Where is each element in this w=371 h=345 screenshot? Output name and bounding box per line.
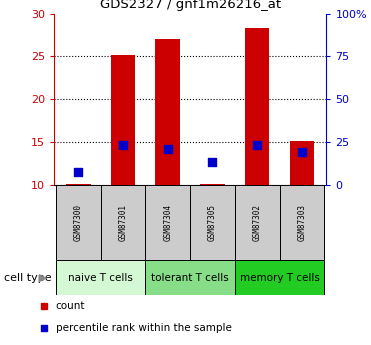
Text: GSM87305: GSM87305: [208, 204, 217, 241]
Bar: [101, 185, 145, 260]
Text: ▶: ▶: [39, 273, 47, 283]
Text: GSM87301: GSM87301: [119, 204, 128, 241]
Text: GSM87302: GSM87302: [253, 204, 262, 241]
Point: [299, 149, 305, 155]
Bar: [56, 260, 145, 295]
Bar: [56, 185, 101, 260]
Text: cell type: cell type: [4, 273, 51, 283]
Bar: [66, 184, 91, 185]
Bar: [235, 185, 279, 260]
Text: GSM87303: GSM87303: [298, 204, 306, 241]
Point: [254, 142, 260, 148]
Text: percentile rank within the sample: percentile rank within the sample: [56, 323, 232, 333]
Bar: [145, 185, 190, 260]
Bar: [235, 260, 324, 295]
Point: [120, 142, 126, 148]
Text: GSM87304: GSM87304: [163, 204, 172, 241]
Point: [165, 146, 171, 151]
Text: naive T cells: naive T cells: [68, 273, 133, 283]
Point: [75, 169, 81, 175]
Text: GSM87300: GSM87300: [74, 204, 83, 241]
Bar: [111, 55, 135, 185]
Text: memory T cells: memory T cells: [240, 273, 319, 283]
Bar: [290, 141, 314, 185]
Bar: [200, 184, 225, 185]
Bar: [155, 39, 180, 185]
Bar: [190, 185, 235, 260]
Title: GDS2327 / gnf1m26216_at: GDS2327 / gnf1m26216_at: [99, 0, 281, 11]
Text: count: count: [56, 300, 85, 310]
Bar: [145, 260, 235, 295]
Bar: [245, 28, 269, 185]
Point: [210, 160, 216, 165]
Text: tolerant T cells: tolerant T cells: [151, 273, 229, 283]
Bar: [279, 185, 324, 260]
